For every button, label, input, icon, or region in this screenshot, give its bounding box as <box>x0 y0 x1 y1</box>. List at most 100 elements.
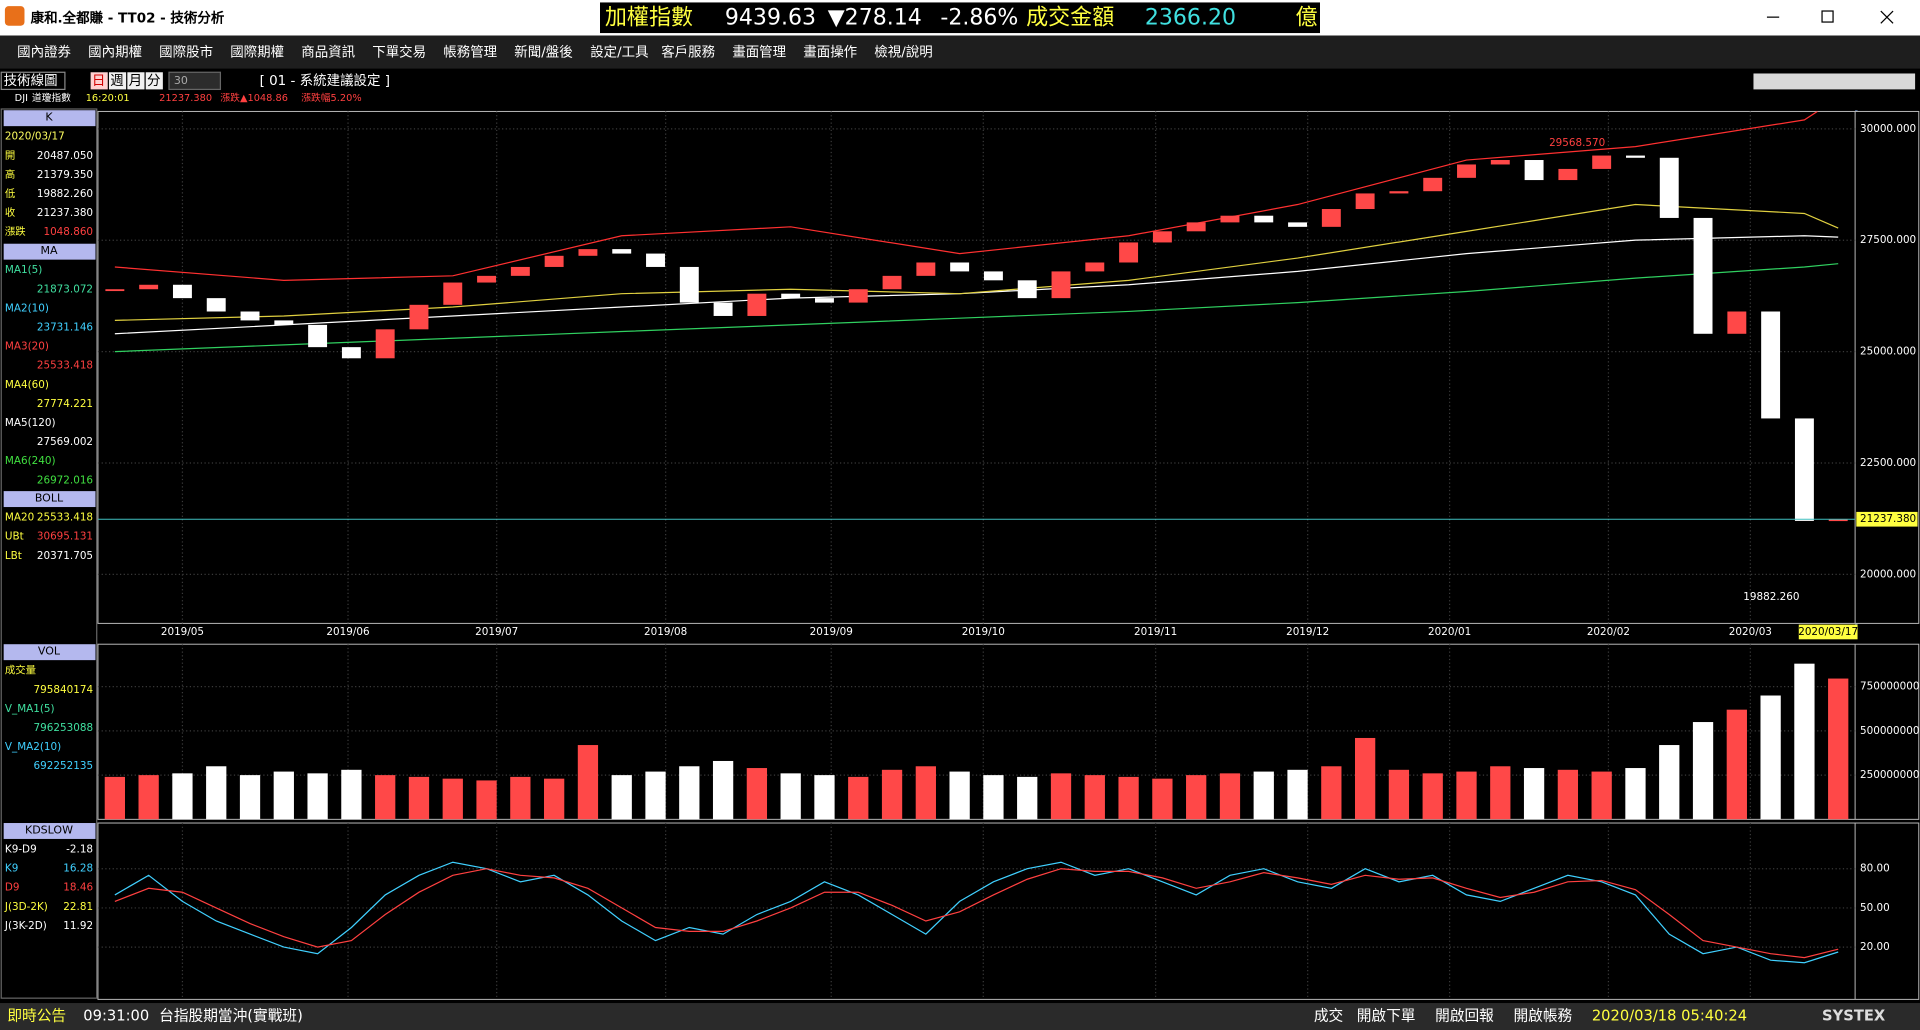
candle <box>747 293 767 316</box>
period-button[interactable] <box>127 72 145 90</box>
volume-bar <box>1118 776 1139 820</box>
menu-item[interactable]: 下單交易 <box>372 44 426 61</box>
menu-item[interactable]: 檢視/說明 <box>874 44 932 61</box>
plot-area <box>104 663 1849 820</box>
candle <box>646 253 665 267</box>
candle <box>1490 160 1510 165</box>
row-value: 795840174 <box>34 684 94 696</box>
chart-tool-icons[interactable] <box>1753 73 1916 90</box>
row-value: 25533.418 <box>37 360 93 372</box>
period-label[interactable]: 月 <box>129 73 142 89</box>
candle <box>1693 217 1713 334</box>
menu: 國內證券 國內期權 國際股市 國際期權 商品資訊 下單交易 帳務管理 新聞/盤後 設定/工具 客戶… <box>17 44 933 61</box>
status-button[interactable]: 成交 <box>1314 1007 1344 1025</box>
status-items: 即時公告 09:31:00 台指股期當沖(實戰班) 成交 開啟下單 開啟回報 開啟帳務 202… <box>7 1007 1886 1025</box>
row-value: 25533.418 <box>37 512 93 524</box>
row-label: V_MA1(5) <box>5 703 55 715</box>
status-button[interactable]: 開啟回報 <box>1435 1008 1494 1025</box>
candle <box>781 293 801 299</box>
candle <box>713 302 733 316</box>
row-value: 21873.072 <box>37 283 93 295</box>
candle <box>612 249 632 254</box>
last-date-flag <box>1798 624 1858 640</box>
menu-item[interactable]: 國內期權 <box>88 45 142 61</box>
candle <box>341 347 361 359</box>
candle <box>815 298 834 303</box>
candle <box>1423 177 1443 192</box>
section-title: KDSLOW <box>25 823 73 836</box>
candle <box>1457 164 1476 178</box>
row-label: MA4(60) <box>5 379 49 391</box>
row-label: 2020/03/17 <box>5 131 65 143</box>
volume-bar <box>780 773 801 820</box>
menu-item[interactable]: 客戶服務 <box>661 44 715 61</box>
menu-item[interactable]: 國內證券 <box>17 44 71 61</box>
last-price-label: 21237.380 <box>1860 513 1916 525</box>
row-label: 高 <box>5 168 15 181</box>
menu-item[interactable]: 帳務管理 <box>443 45 497 61</box>
volume-bar <box>408 776 430 820</box>
volume-bar <box>746 768 768 820</box>
menu-item[interactable]: 設定/工具 <box>590 45 648 61</box>
x-tick-label: 2019/07 <box>475 626 518 638</box>
charts: 20000.000 22500.000 25000.000 27500.000 3000… <box>97 110 1919 1000</box>
period-button[interactable] <box>145 72 163 90</box>
candle <box>1288 222 1308 227</box>
ticker-box <box>600 2 1320 34</box>
volume-bar <box>611 775 632 820</box>
candle <box>1321 209 1341 227</box>
volume-bar <box>1523 768 1545 820</box>
volume-bar <box>1422 773 1443 820</box>
interval-dropdown[interactable] <box>168 71 222 91</box>
status-button[interactable]: 開啟下單 <box>1357 1008 1416 1025</box>
menu-item[interactable]: 畫面操作 <box>803 45 857 61</box>
volume-bar <box>1152 778 1173 820</box>
status-button[interactable]: 開啟帳務 <box>1513 1008 1572 1025</box>
volume-bar <box>915 766 936 820</box>
period-label[interactable]: 週 <box>110 73 123 89</box>
menu-item[interactable]: 畫面管理 <box>732 45 786 61</box>
row-value: 21237.380 <box>37 207 93 219</box>
volume-bar <box>577 745 599 820</box>
row-value: 1048.860 <box>43 226 93 238</box>
maximize-button[interactable] <box>1821 10 1834 23</box>
menu-item[interactable]: 國際期權 <box>230 45 284 61</box>
section-header <box>3 243 96 260</box>
volume-bar <box>1557 769 1579 820</box>
candle <box>1389 191 1409 194</box>
quote-symbol: DJI <box>15 93 28 104</box>
period-label[interactable]: 日 <box>92 73 105 89</box>
period-button[interactable] <box>108 72 127 90</box>
volume-bar <box>1794 663 1815 820</box>
close-button[interactable] <box>1880 10 1894 24</box>
row-label: J(3D-2K) <box>4 901 48 913</box>
candle <box>274 320 294 325</box>
period-label[interactable]: 分 <box>147 73 160 89</box>
volume-bar <box>1186 775 1207 820</box>
indicator-line <box>114 111 1819 281</box>
row-label: 收 <box>5 206 16 219</box>
menu-item[interactable]: 商品資訊 <box>301 45 355 61</box>
quote-price: 21237.380 <box>159 93 212 104</box>
section-header <box>3 491 96 508</box>
period-button[interactable] <box>90 72 108 90</box>
interval-value[interactable]: 30 <box>174 74 188 87</box>
volume-bar <box>679 766 700 820</box>
status-datetime: 2020/03/18 05:40:24 <box>1592 1008 1747 1025</box>
status-brand: SYSTEX <box>1822 1008 1886 1025</box>
candle <box>1152 231 1172 243</box>
row-label: 開 <box>5 150 15 162</box>
volume-bar <box>814 775 835 820</box>
menu-item[interactable]: 新聞/盤後 <box>514 45 573 61</box>
status-text: 台指股期當沖(實戰班) <box>159 1007 303 1025</box>
menu-item[interactable]: 國際股市 <box>159 44 213 61</box>
candle <box>544 255 564 267</box>
y-tick-label: 22500.000 <box>1860 457 1916 469</box>
plot-area <box>114 861 1839 964</box>
volume-bar <box>1760 695 1781 820</box>
volume-bar <box>1354 737 1376 820</box>
candle <box>375 329 395 359</box>
ticker-amount: 2366.20 <box>1145 5 1236 30</box>
